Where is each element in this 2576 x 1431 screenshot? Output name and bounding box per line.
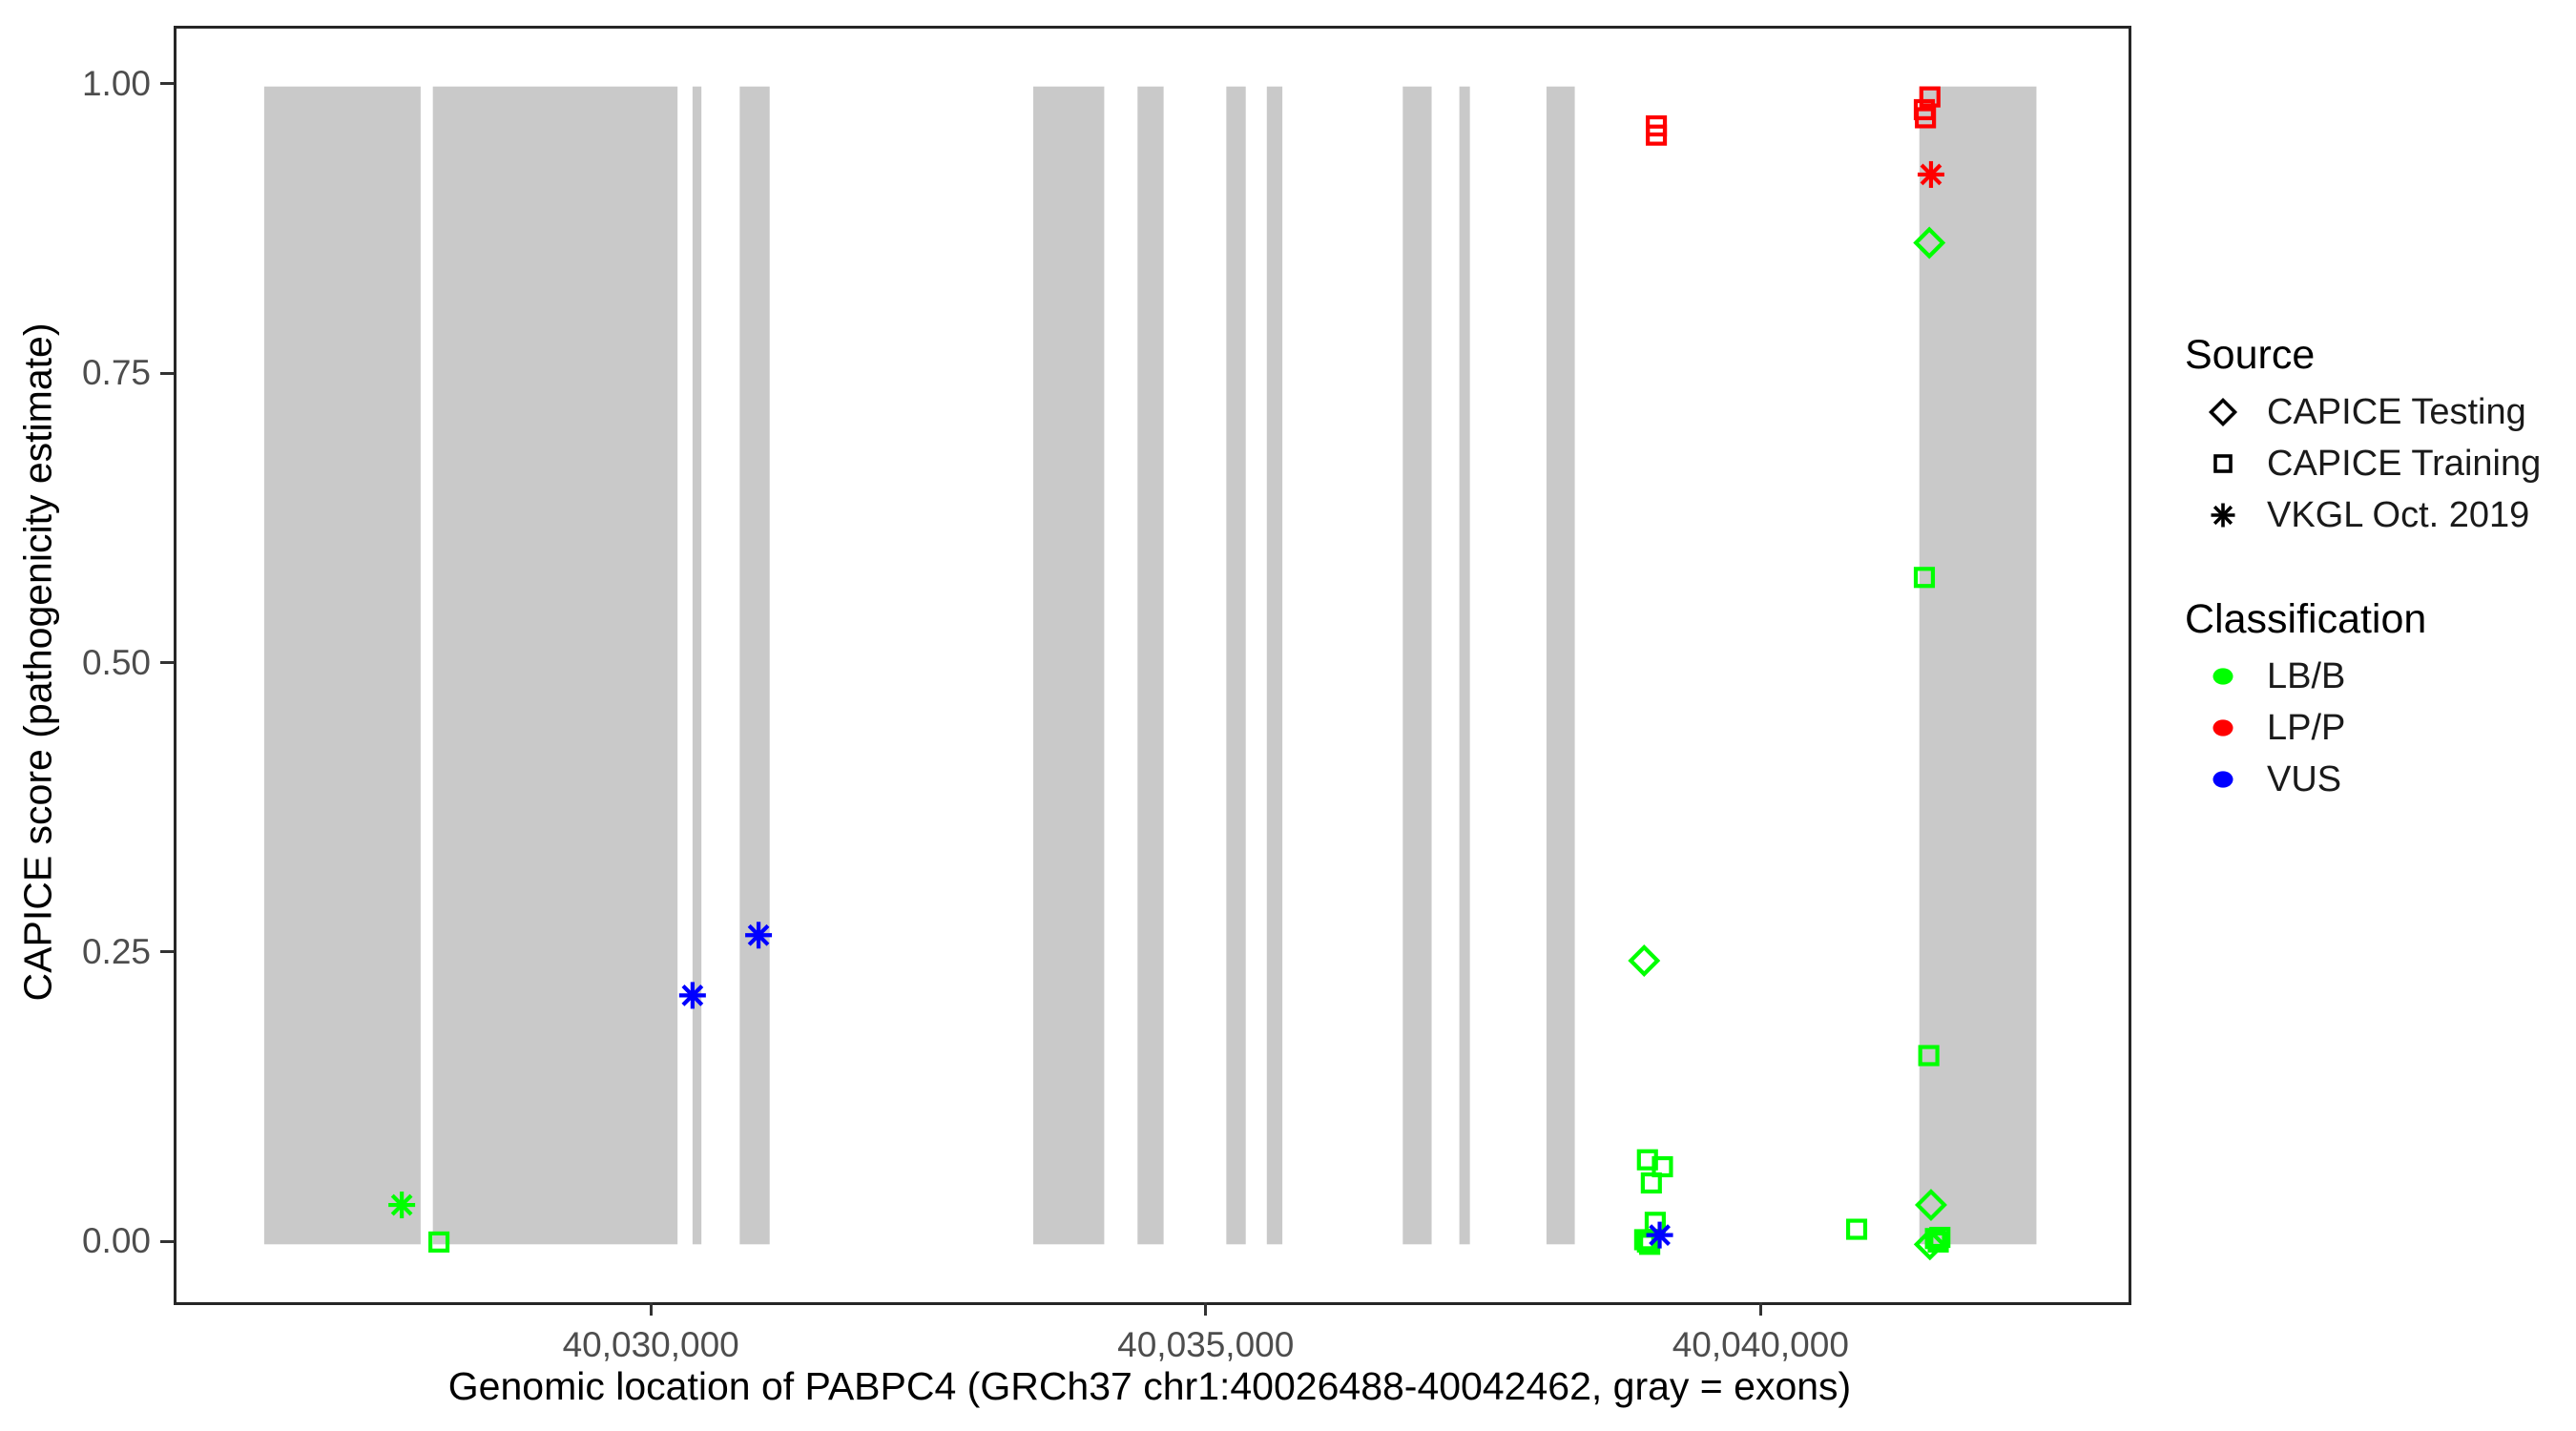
data-point bbox=[1845, 1218, 1868, 1240]
exon-band bbox=[1402, 86, 1432, 1245]
data-point bbox=[1915, 107, 1937, 129]
square-icon bbox=[2213, 454, 2233, 473]
legend-classification-items: LB/B LP/P VUS bbox=[2185, 651, 2566, 805]
circle-icon bbox=[2200, 653, 2246, 699]
data-point bbox=[1652, 1155, 1673, 1178]
y-tick-label: 0.50 bbox=[81, 642, 151, 682]
exon-band bbox=[1266, 86, 1283, 1245]
exon-band bbox=[1226, 86, 1246, 1245]
legend-classification-title: Classification bbox=[2185, 596, 2427, 642]
exon-band bbox=[263, 86, 421, 1245]
data-point bbox=[388, 1192, 416, 1219]
exon-band bbox=[1137, 86, 1164, 1245]
x-axis-title: Genomic location of PABPC4 (GRCh37 chr1:… bbox=[447, 1364, 1852, 1408]
x-tick-label: 40,035,000 bbox=[1117, 1325, 1295, 1364]
data-point bbox=[428, 1231, 450, 1253]
exon-band bbox=[1919, 86, 2037, 1245]
y-tick-label: 0.75 bbox=[81, 353, 151, 393]
x-tick-mark bbox=[649, 1302, 653, 1316]
x-tick-label: 40,040,000 bbox=[1672, 1325, 1849, 1364]
data-point bbox=[1913, 567, 1936, 589]
legend-item: LB/B bbox=[2185, 651, 2566, 702]
data-point bbox=[1914, 1189, 1947, 1222]
legend-item-label: CAPICE Testing bbox=[2267, 391, 2526, 432]
legend-item: VUS bbox=[2185, 754, 2566, 805]
exon-band bbox=[739, 86, 770, 1245]
data-point bbox=[678, 982, 706, 1009]
data-point bbox=[1917, 160, 1944, 188]
legend-item: LP/P bbox=[2185, 702, 2566, 754]
exon-band bbox=[1546, 86, 1575, 1245]
legend-item-label: LP/P bbox=[2267, 707, 2346, 748]
square-icon bbox=[2200, 441, 2246, 487]
y-tick-mark bbox=[160, 950, 174, 954]
circle-icon bbox=[2212, 771, 2233, 788]
data-point bbox=[1640, 1172, 1662, 1194]
data-point bbox=[745, 922, 773, 949]
legend-item-label: LB/B bbox=[2267, 655, 2346, 696]
exon-band bbox=[692, 86, 702, 1245]
data-point bbox=[1628, 944, 1661, 977]
data-point bbox=[1918, 1045, 1940, 1067]
y-tick-label: 1.00 bbox=[81, 63, 151, 103]
x-tick-mark bbox=[1204, 1302, 1208, 1316]
circle-icon bbox=[2212, 668, 2233, 685]
y-tick-mark bbox=[160, 661, 174, 664]
y-tick-label: 0.00 bbox=[81, 1221, 151, 1261]
data-point bbox=[1646, 124, 1668, 146]
exon-band bbox=[432, 86, 678, 1245]
plot-panel bbox=[174, 26, 2131, 1305]
asterisk-icon bbox=[2200, 492, 2246, 538]
legend-item: CAPICE Training bbox=[2185, 438, 2566, 489]
diamond-icon bbox=[2208, 397, 2238, 427]
x-tick-mark bbox=[1758, 1302, 1762, 1316]
y-axis-title: CAPICE score (pathogenicity estimate) bbox=[15, 322, 60, 1002]
legend-item: CAPICE Testing bbox=[2185, 386, 2566, 438]
legend-item-label: CAPICE Training bbox=[2267, 443, 2542, 484]
circle-icon bbox=[2200, 705, 2246, 751]
y-tick-mark bbox=[160, 82, 174, 86]
diamond-icon bbox=[2200, 389, 2246, 435]
exon-band bbox=[1459, 86, 1470, 1245]
legend-source-title: Source bbox=[2185, 332, 2316, 378]
legend-item-label: VUS bbox=[2267, 758, 2342, 799]
legend: Source CAPICE Testing CAPICE Training VKGL… bbox=[2185, 332, 2566, 805]
data-point bbox=[1919, 86, 1941, 108]
x-tick-label: 40,030,000 bbox=[562, 1325, 739, 1364]
data-point bbox=[1927, 1231, 1949, 1253]
legend-item: VKGL Oct. 2019 bbox=[2185, 489, 2566, 541]
legend-source-items: CAPICE Testing CAPICE Training VKGL Oct. 2… bbox=[2185, 386, 2566, 541]
plot-canvas bbox=[263, 86, 2037, 1261]
y-tick-mark bbox=[160, 371, 174, 375]
y-tick-mark bbox=[160, 1239, 174, 1243]
circle-icon bbox=[2200, 757, 2246, 802]
data-point bbox=[1913, 226, 1946, 259]
y-tick-label: 0.25 bbox=[81, 931, 151, 971]
exon-band bbox=[1032, 86, 1105, 1245]
asterisk-icon bbox=[2211, 503, 2235, 528]
data-point bbox=[1646, 1221, 1673, 1249]
data-point bbox=[1913, 1228, 1946, 1261]
circle-icon bbox=[2212, 719, 2233, 736]
legend-item-label: VKGL Oct. 2019 bbox=[2267, 494, 2530, 535]
